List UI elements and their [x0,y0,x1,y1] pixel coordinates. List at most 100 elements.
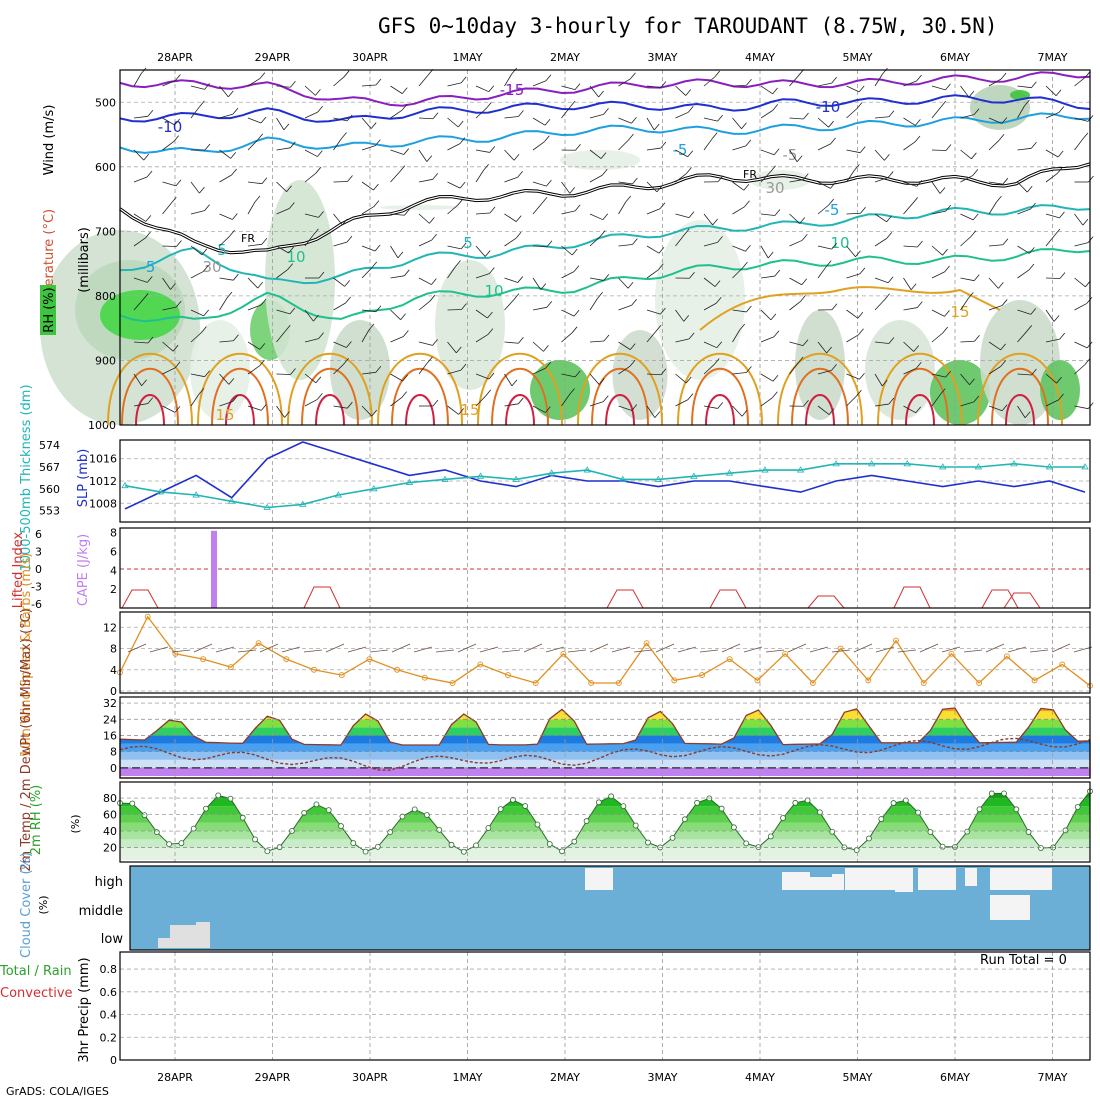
wind-barb [276,117,285,131]
temperature-panel: 0 8 16 24 32 [103,696,1091,779]
rh-point [915,809,922,816]
wind-barb-flag [713,358,720,365]
wind-barb [333,241,348,247]
wind-barb-flag [746,305,752,313]
wind-barb-flag [204,204,210,211]
wind-barb [219,297,228,311]
rh-point [866,835,872,842]
wind-barb [789,179,804,183]
wind-barb-flag [774,269,781,277]
wind-barb-flag [515,215,522,222]
wind-barb-flag [945,204,952,212]
wind-barb-flag [347,401,353,409]
wind-barb [361,309,376,313]
slp-tick-1012: 1012 [89,475,117,488]
wind-barb-flag [1000,72,1007,80]
wind-barb [1045,338,1060,343]
wind-barb-flag [739,323,746,331]
wind-barb-flag [597,292,603,299]
wind-barb-flag [653,123,660,131]
wind-barb-flag [485,102,492,109]
contour-label-6: FR [743,168,757,181]
bottom-date-29APR: 29APR [255,1071,291,1084]
wind-barb [675,338,690,343]
rh-frame [119,781,1091,863]
wind-barb-flag [831,242,837,250]
wind-barb-flag [489,206,496,214]
wind-barb [903,181,917,187]
wind-barb-flag [259,359,265,367]
wind-barb-flag [228,378,235,385]
top-date-1MAY: 1MAY [453,51,483,64]
cloud-level-middle: middle [79,904,123,919]
wind-barb [817,143,831,151]
temp-band-3 [120,743,1090,752]
rh-point [227,795,234,802]
wind-barb [190,210,205,215]
wind-barb-flag [801,234,808,241]
wind-barb [646,85,661,88]
wind-barb-10m [281,646,301,653]
wind-barb-flag [460,242,467,250]
wind-barb-flag [373,183,379,191]
wind-tick-0: 0 [110,685,117,698]
warm-arch-0-0 [107,352,193,426]
wind-barb-flag [714,280,721,287]
wind-barb-flag [201,248,208,256]
wind-barb-flag [342,218,348,226]
wind-barb-flag [716,341,723,348]
bottom-date-28APR: 28APR [157,1071,193,1084]
wind-barb-flag [517,170,523,178]
wind-barb-flag [261,238,268,245]
rh-shading-17 [1010,90,1030,100]
wind-barb-flag [1001,117,1008,124]
wind-barb-flag [230,152,236,159]
wind-barb [618,365,631,375]
wind-barb [304,309,314,322]
wind-barb [1045,112,1060,119]
wind-speed-point [671,677,678,684]
wind-barb [988,139,1000,151]
wind-barb [304,149,318,157]
wind-barb-flag [1026,325,1032,332]
wind-barb-flag [801,278,808,286]
wind-barb [874,403,889,407]
wind-barb-flag [912,197,918,204]
wind-barb [304,85,316,96]
wind-barb [475,212,490,215]
wind-barb-flag [715,296,722,304]
wind-barb-flag [1000,360,1007,367]
wind-barb [276,85,291,88]
wind-barb-flag [772,87,778,95]
wind-barb [532,367,546,375]
wind-barb [874,73,883,87]
wind-barb [133,277,148,283]
wind-barb [960,85,970,98]
wind-barb [931,85,946,91]
warm-arch-4-2 [505,394,535,426]
wind-barb-flag [233,334,239,342]
wind-speed-point [394,666,401,673]
wind-barb-flag [370,122,377,129]
wind-barb [874,373,883,387]
warm-arch-9-1 [991,367,1049,426]
wind-barb-flag [228,90,234,98]
rh-tick-20: 20 [103,842,117,855]
contour-label-4: -5 [825,201,840,219]
wind-barb-flag [229,230,235,237]
thickness-line-marker [654,475,663,482]
li-peak-2 [606,589,644,609]
wind-barb-flag [517,276,524,283]
wind-barb-flag [289,202,295,209]
wind-barb [504,116,519,119]
top-date-axis: 28APR 29APR 30APR 1MAY 2MAY 3MAY 4MAY 5MAY 6MAY 7… [157,51,1068,64]
ytick-900: 900 [95,354,116,367]
wind-barb [333,138,342,151]
wind-barb-flag [830,137,836,145]
wind-barb-flag [717,402,724,409]
label-li: Lifted Index [11,531,26,608]
top-date-4MAY: 4MAY [745,51,775,64]
wind-barb [304,399,318,407]
wind-barb-flag [887,171,894,178]
rh-point [731,824,737,831]
